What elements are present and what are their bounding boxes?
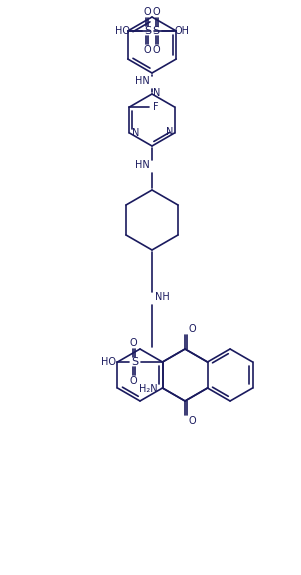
Text: N: N	[132, 128, 139, 138]
Text: N: N	[166, 127, 173, 137]
Text: S: S	[131, 357, 138, 367]
Text: O: O	[188, 324, 196, 334]
Text: F: F	[153, 102, 158, 112]
Text: O: O	[153, 7, 160, 17]
Text: HO: HO	[115, 26, 130, 36]
Text: HO: HO	[101, 357, 116, 367]
Text: O: O	[153, 45, 160, 55]
Text: NH: NH	[155, 292, 169, 301]
Text: HN: HN	[135, 75, 149, 86]
Text: OH: OH	[174, 26, 189, 36]
Text: S: S	[145, 26, 152, 36]
Text: N: N	[153, 88, 161, 98]
Text: H₂N: H₂N	[139, 384, 158, 394]
Text: O: O	[188, 416, 196, 426]
Text: O: O	[144, 45, 151, 55]
Text: O: O	[144, 7, 151, 17]
Text: O: O	[130, 376, 137, 386]
Text: S: S	[152, 26, 159, 36]
Text: HN: HN	[135, 160, 149, 170]
Text: O: O	[130, 338, 137, 348]
